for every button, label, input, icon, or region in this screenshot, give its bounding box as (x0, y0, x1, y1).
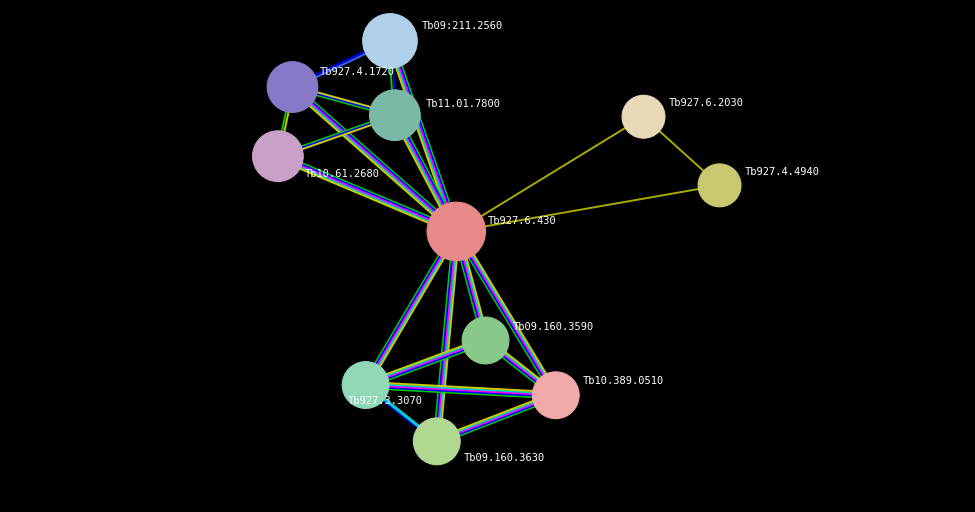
Ellipse shape (532, 372, 579, 419)
Text: Tb927.6.430: Tb927.6.430 (488, 216, 557, 226)
Text: Tb927.4.1720: Tb927.4.1720 (320, 67, 395, 77)
Ellipse shape (267, 61, 318, 113)
Ellipse shape (413, 418, 460, 465)
Text: Tb09.160.3590: Tb09.160.3590 (513, 322, 594, 332)
Text: Tb927.4.4940: Tb927.4.4940 (745, 167, 820, 177)
Text: Tb10.389.0510: Tb10.389.0510 (583, 376, 664, 386)
Text: Tb927.3.3070: Tb927.3.3070 (348, 396, 423, 407)
Text: Tb09:211.2560: Tb09:211.2560 (422, 20, 503, 31)
Ellipse shape (698, 164, 741, 207)
Ellipse shape (370, 90, 420, 141)
Text: Tb09.160.3630: Tb09.160.3630 (464, 453, 545, 463)
Ellipse shape (622, 95, 665, 138)
Text: Tb10.61.2680: Tb10.61.2680 (305, 169, 380, 179)
Ellipse shape (342, 361, 389, 409)
Ellipse shape (427, 202, 486, 261)
Text: Tb11.01.7800: Tb11.01.7800 (426, 99, 501, 109)
Text: Tb927.6.2030: Tb927.6.2030 (669, 98, 744, 109)
Ellipse shape (363, 14, 417, 68)
Ellipse shape (462, 317, 509, 364)
Ellipse shape (253, 131, 303, 182)
